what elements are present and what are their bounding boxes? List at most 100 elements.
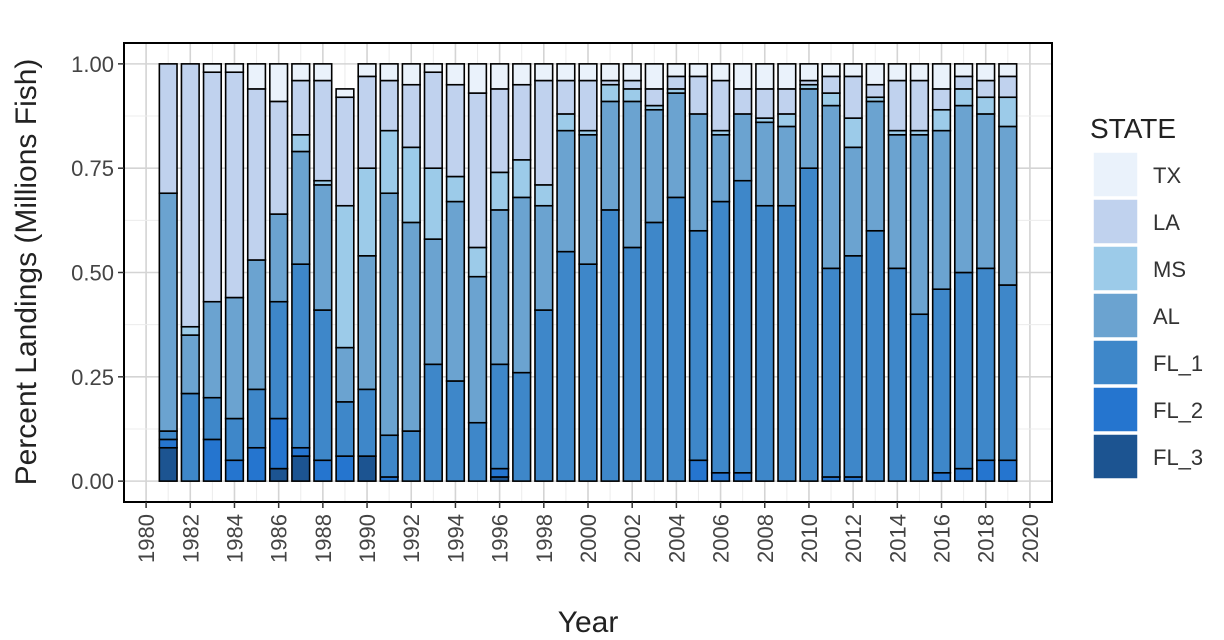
x-tick-label: 2012 bbox=[841, 514, 866, 563]
bar-segment-AL-2011 bbox=[821, 104, 841, 270]
bar-segment-TX-2003 bbox=[644, 63, 664, 90]
bar-segment-MS-2009 bbox=[777, 113, 797, 128]
bar-segment-FL_1-2003 bbox=[644, 221, 664, 482]
x-tick-label: 2018 bbox=[974, 514, 999, 563]
bar-segment-AL-1986 bbox=[269, 213, 289, 303]
legend-label-LA: LA bbox=[1153, 210, 1180, 235]
bar-segment-TX-2000 bbox=[578, 63, 598, 82]
bar-segment-TX-2017 bbox=[953, 63, 974, 78]
bar-segment-FL_1-2010 bbox=[799, 167, 819, 482]
bar-segment-TX-1999 bbox=[556, 63, 576, 82]
x-tick-label: 2010 bbox=[797, 514, 822, 563]
x-tick-label: 1996 bbox=[488, 514, 513, 563]
bar-segment-LA-2002 bbox=[622, 79, 642, 90]
bar-segment-FL_1-2019 bbox=[998, 284, 1018, 462]
x-axis: 1980 1982 1984 1986 1988 1990 1992 1994 1996 1998… bbox=[134, 502, 1043, 563]
bar-segment-AL-1991 bbox=[379, 192, 399, 437]
bar-segment-LA-1996 bbox=[489, 88, 510, 174]
bar-segment-LA-1997 bbox=[512, 83, 532, 161]
x-tick-label: 2014 bbox=[885, 514, 910, 563]
bar-segment-LA-1992 bbox=[401, 83, 421, 149]
bar-segment-FL_1-1995 bbox=[467, 421, 488, 482]
bar-segment-AL-2009 bbox=[777, 125, 797, 207]
bar-segment-MS-1993 bbox=[423, 167, 443, 240]
x-tick-label: 2016 bbox=[930, 514, 955, 563]
bar-segment-MS-2002 bbox=[622, 88, 642, 103]
bar-segment-MS-2017 bbox=[953, 88, 974, 107]
bar-segment-LA-2017 bbox=[953, 75, 974, 90]
bar-segment-MS-1994 bbox=[445, 175, 466, 203]
bar-segment-FL_2-2019 bbox=[998, 459, 1018, 482]
bar-segment-TX-2009 bbox=[777, 63, 797, 90]
bar-segment-FL_2-2017 bbox=[953, 467, 974, 482]
bar-segment-LA-1987 bbox=[291, 79, 311, 136]
bar-segment-FL_1-2014 bbox=[887, 267, 907, 482]
bar-segment-AL-1984 bbox=[224, 296, 245, 420]
x-tick-label: 1982 bbox=[178, 514, 203, 563]
bar-segment-FL_3-1987 bbox=[291, 455, 311, 482]
legend-label-FL_2: FL_2 bbox=[1153, 398, 1203, 423]
bar-segment-FL_3-1990 bbox=[357, 455, 377, 482]
legend-label-AL: AL bbox=[1153, 304, 1180, 329]
bar-segment-FL_1-1981 bbox=[158, 430, 178, 441]
bar-segment-LA-2011 bbox=[821, 75, 841, 94]
bar-segment-TX-1984 bbox=[224, 63, 245, 74]
bar-segment-FL_1-2015 bbox=[909, 313, 930, 482]
x-tick-label: 2004 bbox=[664, 514, 689, 563]
bar-segment-TX-2019 bbox=[998, 63, 1018, 78]
bar-segment-TX-2014 bbox=[887, 63, 907, 82]
legend-key-AL bbox=[1092, 292, 1139, 339]
bar-segment-MS-1997 bbox=[512, 159, 532, 199]
bar-segment-FL_1-1985 bbox=[246, 388, 267, 449]
bar-segment-LA-2018 bbox=[976, 79, 996, 99]
bar-segment-LA-2000 bbox=[578, 79, 598, 132]
bar-segment-TX-1997 bbox=[512, 63, 532, 86]
x-tick-label: 2006 bbox=[709, 514, 734, 563]
bar-segment-TX-1998 bbox=[534, 63, 554, 82]
bar-segment-AL-1988 bbox=[313, 184, 333, 311]
bar-segment-TX-1994 bbox=[445, 63, 466, 86]
bar-segment-LA-1988 bbox=[313, 79, 333, 182]
bar-segment-FL_1-1999 bbox=[556, 250, 576, 482]
legend-key-FL_1 bbox=[1092, 339, 1139, 386]
bar-segment-LA-2014 bbox=[887, 79, 907, 132]
bar-segment-LA-1984 bbox=[224, 71, 245, 299]
bar-segment-TX-2016 bbox=[931, 63, 952, 90]
y-tick-label: 1.00 bbox=[71, 52, 114, 77]
bar-segment-MS-2016 bbox=[931, 108, 952, 132]
bar-segment-FL_2-1986 bbox=[269, 417, 289, 470]
bar-segment-MS-1990 bbox=[357, 167, 377, 257]
bar-segment-FL_1-1988 bbox=[313, 309, 333, 462]
bar-segment-LA-1991 bbox=[379, 79, 399, 132]
bar-segment-LA-1986 bbox=[269, 100, 289, 215]
bar-segment-FL_2-1983 bbox=[202, 438, 223, 482]
bar-segment-LA-2016 bbox=[931, 88, 952, 111]
bar-segment-TX-2004 bbox=[666, 63, 687, 78]
bar-segment-FL_2-1985 bbox=[246, 446, 267, 482]
bar-segment-AL-2016 bbox=[931, 129, 952, 290]
bar-segment-FL_1-1998 bbox=[534, 309, 554, 482]
x-tick-label: 1992 bbox=[399, 514, 424, 563]
bar-segment-LA-1995 bbox=[467, 92, 488, 249]
bar-segment-FL_2-2016 bbox=[931, 471, 952, 482]
bar-segment-AL-1992 bbox=[401, 221, 421, 432]
bar-segment-FL_1-2000 bbox=[578, 263, 598, 482]
bar-segment-AL-2004 bbox=[666, 92, 687, 199]
bar-segment-AL-2014 bbox=[887, 134, 907, 270]
bar-segment-TX-1996 bbox=[489, 63, 510, 90]
bar-segment-FL_2-2007 bbox=[733, 471, 753, 482]
bar-segment-FL_2-1996 bbox=[489, 467, 510, 478]
bar-segment-TX-1987 bbox=[291, 63, 311, 82]
bar-segment-TX-2011 bbox=[821, 63, 841, 78]
bar-segment-AL-2000 bbox=[578, 134, 598, 265]
bar-segment-TX-1989 bbox=[335, 88, 355, 99]
bar-segment-AL-1994 bbox=[445, 200, 466, 382]
bar-segment-AL-1989 bbox=[335, 346, 355, 403]
bar-segment-FL_2-1984 bbox=[224, 459, 245, 482]
bar-segment-AL-1997 bbox=[512, 196, 532, 374]
bar-segment-MS-2019 bbox=[998, 96, 1018, 128]
bar-segment-FL_2-2006 bbox=[710, 471, 731, 482]
bar-segment-TX-1992 bbox=[401, 63, 421, 86]
bar-segment-LA-1985 bbox=[246, 88, 267, 261]
